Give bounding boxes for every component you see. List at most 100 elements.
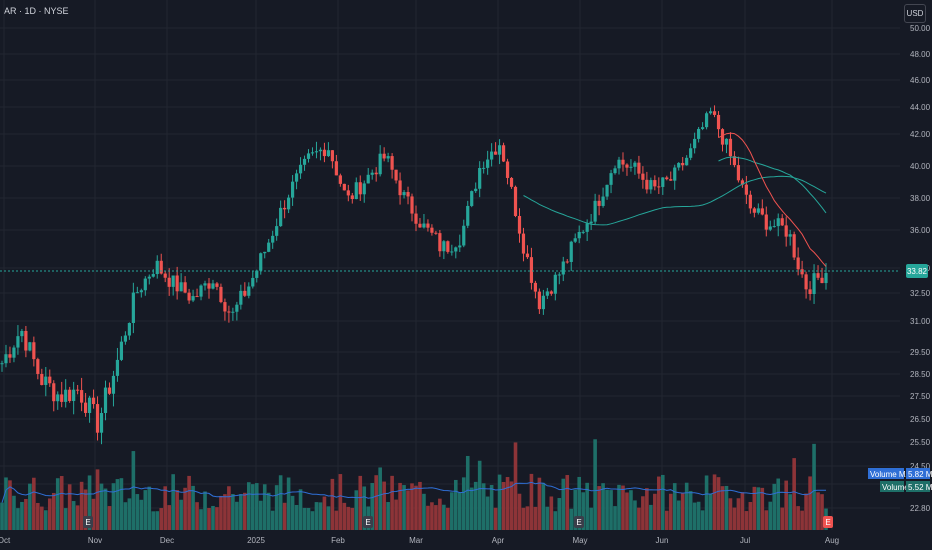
volume-bar [764,510,769,530]
candle-body [314,151,319,153]
candle-body [577,232,581,239]
candle-body [788,234,792,237]
volume-bar [760,487,765,530]
candle-body [442,241,446,252]
candle-body [215,283,219,287]
volume-bar [326,506,331,530]
price-tick-label: 42.00 [910,130,931,139]
volume-bar [135,494,140,530]
volume-bar [4,477,8,530]
candle-body [394,169,398,181]
candle-body [521,233,526,254]
last-price-badge: 33.82 [907,267,928,276]
candle-body [490,151,494,160]
volume-bar [75,505,80,530]
last-price-badge-bg [906,264,928,278]
candle-body [374,172,378,175]
candle-body [143,278,147,291]
volume-bar [111,483,116,530]
candle-body [68,389,72,401]
volume-bar [446,507,450,530]
candle-body [450,251,454,253]
candle-body [700,127,705,129]
volume-bar [139,499,144,530]
volume-bar [748,502,753,530]
volume-bar [227,486,231,530]
earnings-marker: E [576,518,581,527]
earnings-marker: E [825,518,830,527]
volume-bar [700,510,705,530]
volume-bar [378,467,382,530]
volume-bar [322,496,327,530]
volume-bar [67,484,72,530]
volume-bar [250,484,255,530]
candle-body [386,156,390,159]
candle-body [693,138,697,149]
candle-body [219,286,223,303]
price-tick-label: 22.80 [910,504,931,513]
candle-body [625,164,629,168]
price-tick-label: 26.50 [910,415,931,424]
volume-bar [684,482,689,530]
volume-bar [147,486,152,530]
candle-body [239,290,243,305]
candle-body [12,347,16,358]
volume-bar [581,492,585,530]
candle-body [199,285,203,297]
volume-bar [820,494,824,530]
volume-bar [752,486,757,530]
candle-body [87,397,92,413]
candle-body [52,383,56,402]
volume-bar [465,455,470,530]
volume-bar [513,442,518,530]
candle-body [28,342,32,351]
volume-bar [716,477,721,530]
volume-bar [127,498,132,530]
candle-body [111,375,116,394]
currency-button[interactable]: USD [904,4,926,23]
volume-bar [573,489,578,530]
candle-body [697,128,701,139]
candle-body [462,225,466,246]
candle-body [271,235,275,243]
candle-body [677,162,681,168]
volume-bar [231,493,235,530]
candle-body [247,286,251,296]
volume-bar [664,510,669,530]
candle-body [724,138,729,145]
volume-bar [270,510,275,530]
candle-body [83,402,88,413]
volume-bar [223,494,227,530]
volume-label: Volume [882,483,909,492]
candle-body [24,330,28,351]
volume-bar [720,486,725,530]
candle-body [593,200,597,222]
volume-bar [676,500,681,530]
candle-body [283,207,287,210]
time-tick-label: Nov [88,536,102,545]
volume-bar [653,493,657,530]
candle-body [275,226,279,236]
candle-body [720,129,725,145]
volume-bar [692,502,697,530]
volume-bar [243,492,247,530]
candle-body [776,218,780,227]
candles [0,105,828,445]
candle-body [231,311,235,313]
candle-body [127,323,131,336]
candle-body [326,150,331,157]
candle-body [780,218,784,226]
candle-body [410,196,414,214]
volume-bar [529,473,534,530]
volume-bar [772,483,777,530]
volume-bar [211,505,215,530]
ma-red [718,132,827,267]
candle-body [175,275,179,292]
price-tick-label: 36.00 [910,226,931,235]
volume-bar [334,510,339,530]
volume-badge-bg [880,481,904,492]
volume-bar [151,511,156,530]
candle-body [617,159,621,169]
candle-body [60,394,64,402]
